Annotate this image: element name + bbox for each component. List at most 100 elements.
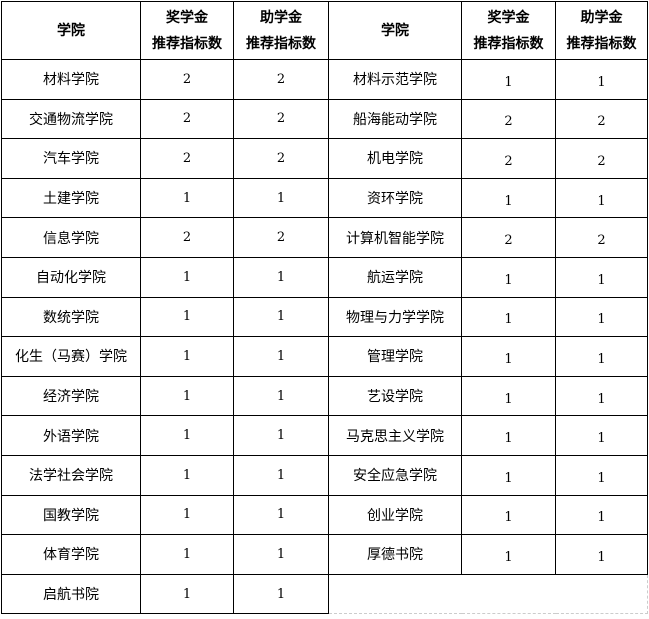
college-name: 机电学院 bbox=[328, 138, 462, 179]
header-grant-line1: 助学金 bbox=[260, 9, 302, 26]
college-name: 经济学院 bbox=[1, 375, 141, 417]
table-row: 自动化学院 1 1 航运学院 1 1 bbox=[1, 256, 648, 298]
header-grant-line2: 推荐指标数 bbox=[566, 35, 637, 52]
grant-quota: 2 bbox=[555, 138, 648, 179]
header-scholarship-right: 奖学金 推荐指标数 bbox=[461, 1, 556, 60]
college-name: 创业学院 bbox=[328, 494, 462, 536]
college-name: 法学社会学院 bbox=[1, 454, 141, 496]
table-row: 汽车学院 2 2 机电学院 2 2 bbox=[1, 138, 648, 179]
scholarship-quota: 2 bbox=[140, 59, 234, 100]
grant-quota: 2 bbox=[233, 59, 329, 100]
grant-quota: 2 bbox=[555, 98, 648, 140]
header-scholarship-line1: 奖学金 bbox=[487, 9, 530, 26]
scholarship-quota: 1 bbox=[461, 534, 556, 575]
table-row: 体育学院 1 1 厚德书院 1 1 bbox=[1, 534, 648, 575]
scholarship-quota: 2 bbox=[140, 138, 234, 179]
grant-quota: 1 bbox=[233, 454, 329, 496]
college-name: 艺设学院 bbox=[328, 375, 462, 417]
table-row: 土建学院 1 1 资环学院 1 1 bbox=[1, 177, 648, 219]
header-row: 学院 奖学金 推荐指标数 助学金 推荐指标数 学院 奖学金 推荐指标数 助学金 推荐指标… bbox=[1, 1, 648, 60]
scholarship-quota: 2 bbox=[140, 217, 234, 258]
scholarship-quota: 1 bbox=[461, 59, 556, 100]
table-row: 经济学院 1 1 艺设学院 1 1 bbox=[1, 375, 648, 417]
grant-quota: 1 bbox=[233, 177, 329, 219]
grant-quota: 1 bbox=[555, 336, 648, 377]
scholarship-quota: 2 bbox=[461, 217, 556, 258]
college-name: 安全应急学院 bbox=[328, 454, 462, 496]
grant-quota: 1 bbox=[555, 494, 648, 536]
grant-quota: 1 bbox=[555, 375, 648, 417]
header-scholarship-line2: 推荐指标数 bbox=[473, 35, 544, 52]
grant-quota: 1 bbox=[233, 573, 329, 615]
scholarship-quota: 1 bbox=[140, 573, 234, 615]
table-row: 法学社会学院 1 1 安全应急学院 1 1 bbox=[1, 454, 648, 496]
scholarship-quota: 1 bbox=[140, 375, 234, 417]
grant-quota: 1 bbox=[555, 256, 648, 298]
college-name: 数统学院 bbox=[1, 296, 141, 338]
grant-quota: 1 bbox=[233, 375, 329, 417]
college-name: 自动化学院 bbox=[1, 256, 141, 298]
college-name: 材料示范学院 bbox=[328, 59, 462, 100]
scholarship-quota: 1 bbox=[461, 336, 556, 377]
scholarship-quota: 1 bbox=[461, 415, 556, 456]
grant-quota: 2 bbox=[233, 138, 329, 179]
table-row: 信息学院 2 2 计算机智能学院 2 2 bbox=[1, 217, 648, 258]
grant-quota: 1 bbox=[555, 296, 648, 338]
college-name: 交通物流学院 bbox=[1, 98, 141, 140]
table-row: 启航书院 1 1 bbox=[1, 573, 648, 615]
college-name: 材料学院 bbox=[1, 59, 141, 100]
scholarship-quota: 1 bbox=[140, 336, 234, 377]
grant-quota: 2 bbox=[555, 217, 648, 258]
table-row: 数统学院 1 1 物理与力学学院 1 1 bbox=[1, 296, 648, 338]
scholarship-quota: 1 bbox=[461, 454, 556, 496]
college-name: 马克思主义学院 bbox=[328, 415, 462, 456]
college-name: 管理学院 bbox=[328, 336, 462, 377]
scholarship-quota: 1 bbox=[140, 177, 234, 219]
grant-quota: 1 bbox=[555, 454, 648, 496]
header-grant-line2: 推荐指标数 bbox=[246, 35, 316, 52]
table-row: 交通物流学院 2 2 船海能动学院 2 2 bbox=[1, 98, 648, 140]
grant-quota: 1 bbox=[233, 296, 329, 338]
header-scholarship-left: 奖学金 推荐指标数 bbox=[140, 1, 234, 60]
table-row: 化生（马赛）学院 1 1 管理学院 1 1 bbox=[1, 336, 648, 377]
college-name: 国教学院 bbox=[1, 494, 141, 536]
college-name: 土建学院 bbox=[1, 177, 141, 219]
scholarship-quota: 1 bbox=[461, 256, 556, 298]
scholarship-quota: 1 bbox=[140, 494, 234, 536]
header-grant-line1: 助学金 bbox=[580, 9, 623, 26]
header-scholarship-line1: 奖学金 bbox=[166, 9, 208, 26]
grant-quota: 1 bbox=[233, 256, 329, 298]
grant-quota: 1 bbox=[555, 177, 648, 219]
scholarship-quota: 2 bbox=[461, 98, 556, 140]
header-grant-right: 助学金 推荐指标数 bbox=[555, 1, 648, 60]
college-name: 物理与力学学院 bbox=[328, 296, 462, 338]
scholarship-quota: 1 bbox=[140, 415, 234, 456]
college-name: 启航书院 bbox=[1, 573, 141, 615]
scholarship-quota: 2 bbox=[461, 138, 556, 179]
college-name: 船海能动学院 bbox=[328, 98, 462, 140]
scholarship-quota: 1 bbox=[461, 296, 556, 338]
table-row: 国教学院 1 1 创业学院 1 1 bbox=[1, 494, 648, 536]
grant-quota: 1 bbox=[555, 415, 648, 456]
grant-quota: 1 bbox=[233, 494, 329, 536]
grant-quota: 1 bbox=[233, 415, 329, 456]
header-grant-left: 助学金 推荐指标数 bbox=[233, 1, 329, 60]
college-name: 厚德书院 bbox=[328, 534, 462, 575]
college-name: 体育学院 bbox=[1, 534, 141, 575]
college-name: 信息学院 bbox=[1, 217, 141, 258]
scholarship-quota: 1 bbox=[461, 375, 556, 417]
header-scholarship-line2: 推荐指标数 bbox=[152, 35, 222, 52]
empty-cell bbox=[328, 573, 648, 615]
scholarship-quota: 1 bbox=[140, 296, 234, 338]
college-name: 计算机智能学院 bbox=[328, 217, 462, 258]
table-row: 材料学院 2 2 材料示范学院 1 1 bbox=[1, 59, 648, 100]
grant-quota: 2 bbox=[233, 217, 329, 258]
scholarship-quota: 1 bbox=[140, 534, 234, 575]
college-name: 资环学院 bbox=[328, 177, 462, 219]
scholarship-quota: 1 bbox=[140, 454, 234, 496]
scholarship-quota: 1 bbox=[140, 256, 234, 298]
scholarship-quota: 1 bbox=[461, 494, 556, 536]
grant-quota: 1 bbox=[555, 59, 648, 100]
college-name: 汽车学院 bbox=[1, 138, 141, 179]
